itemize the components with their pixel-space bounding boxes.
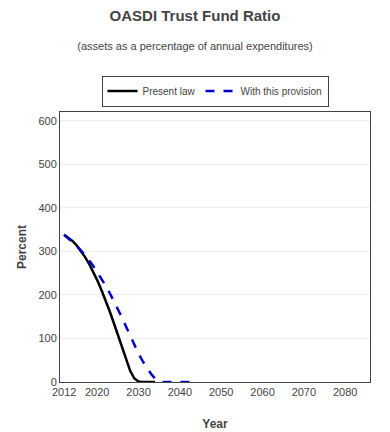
svg-text:2020: 2020	[85, 386, 109, 398]
svg-text:2050: 2050	[209, 386, 233, 398]
svg-text:Percent: Percent	[15, 225, 29, 269]
svg-text:Year: Year	[202, 417, 228, 431]
svg-text:2060: 2060	[250, 386, 274, 398]
svg-text:Present law: Present law	[143, 86, 196, 97]
svg-text:0: 0	[51, 376, 57, 388]
svg-text:2012: 2012	[52, 386, 76, 398]
svg-text:2030: 2030	[126, 386, 150, 398]
svg-text:With this provision: With this provision	[241, 86, 322, 97]
svg-text:200: 200	[38, 289, 56, 301]
svg-text:OASDI Trust Fund Ratio: OASDI Trust Fund Ratio	[110, 7, 281, 24]
svg-text:100: 100	[38, 332, 56, 344]
svg-text:(assets as a percentage of ann: (assets as a percentage of annual expend…	[77, 40, 312, 52]
svg-text:2040: 2040	[168, 386, 192, 398]
svg-text:2080: 2080	[333, 386, 357, 398]
svg-text:600: 600	[38, 115, 56, 127]
svg-text:300: 300	[38, 245, 56, 257]
svg-text:2070: 2070	[292, 386, 316, 398]
svg-text:400: 400	[38, 202, 56, 214]
svg-text:500: 500	[38, 158, 56, 170]
